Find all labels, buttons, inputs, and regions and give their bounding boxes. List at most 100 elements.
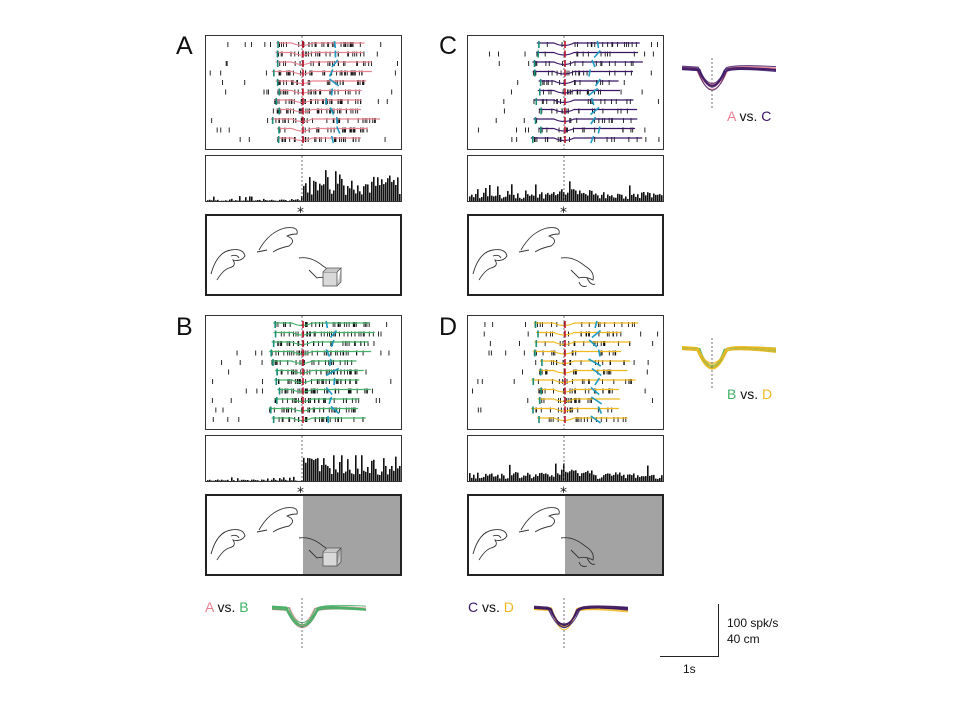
histogram-bar: [639, 198, 641, 201]
histogram-bar: [533, 477, 535, 481]
histogram-bar: [657, 195, 659, 201]
histogram-bar: [373, 460, 375, 481]
histogram-bar: [641, 476, 643, 481]
histogram-bar: [387, 178, 389, 201]
histogram-bar: [567, 473, 569, 481]
histogram-c: [467, 155, 664, 202]
histogram-bar: [481, 478, 483, 481]
trajectory-trace: [269, 352, 371, 355]
histogram-bar: [537, 476, 539, 481]
trajectory-trace: [274, 380, 359, 383]
hand-rest-detail: [231, 535, 239, 538]
histogram-bar: [347, 186, 349, 201]
histogram-bar: [295, 200, 297, 201]
histogram-bar: [399, 194, 401, 201]
histogram-bar: [553, 192, 555, 201]
histogram-bar: [609, 474, 611, 481]
histogram-bar: [535, 184, 537, 201]
histogram-d: [467, 435, 664, 482]
histogram-bar: [225, 480, 227, 481]
hand-grasp-illustration-d: [469, 496, 662, 574]
panel-letter-d: D: [439, 313, 457, 342]
histogram-bar: [473, 475, 475, 481]
histogram-bar: [613, 197, 615, 201]
histogram-bar: [321, 185, 323, 201]
histogram-bar: [303, 186, 305, 201]
histogram-bar: [475, 479, 477, 481]
histogram-bar: [559, 191, 561, 201]
histogram-bar: [387, 474, 389, 481]
waveform-trace: [682, 70, 776, 87]
histogram-bar: [479, 478, 481, 481]
histogram-bar: [331, 194, 333, 201]
histogram-bar: [655, 195, 657, 201]
histogram-bar: [589, 473, 591, 481]
histogram-bar: [643, 192, 645, 201]
histogram-bar: [307, 458, 309, 481]
histogram-bar: [349, 470, 351, 481]
raster-d: [467, 315, 664, 430]
histogram-bar: [353, 190, 355, 201]
histogram-bar: [227, 480, 229, 481]
histogram-bar: [505, 479, 507, 481]
trajectory-trace: [539, 371, 628, 374]
histogram-c-plot: [468, 156, 663, 201]
cube-object-icon: [323, 552, 337, 566]
histogram-bar: [291, 199, 293, 201]
scene-a: [205, 214, 402, 296]
histogram-bar: [355, 193, 357, 201]
histogram-bar: [651, 197, 653, 201]
histogram-bar: [273, 200, 275, 201]
trajectory-overlay-cd: [530, 598, 630, 653]
histogram-bar: [333, 455, 335, 481]
hand-grasp-illustration-c: [469, 216, 662, 294]
histogram-bar: [367, 184, 369, 201]
histogram-bar: [389, 469, 391, 481]
histogram-bar: [569, 471, 571, 481]
histogram-bar: [491, 473, 493, 481]
histogram-bar: [331, 474, 333, 481]
histogram-bar: [529, 475, 531, 481]
histogram-bar: [283, 477, 285, 481]
histogram-bar: [291, 480, 293, 481]
histogram-bar: [365, 472, 367, 481]
legend-ac-right: C: [761, 108, 771, 124]
histogram-bar: [539, 473, 541, 481]
histogram-bar: [507, 478, 509, 481]
histogram-bar: [629, 185, 631, 201]
raster-c-plot: [468, 36, 663, 149]
histogram-bar: [207, 200, 209, 201]
histogram-bar: [573, 471, 575, 481]
histogram-bar: [541, 473, 543, 481]
histogram-bar: [615, 472, 617, 481]
histogram-bar: [473, 197, 475, 201]
histogram-bar: [293, 200, 295, 201]
histogram-bar: [339, 175, 341, 201]
histogram-bar: [239, 196, 241, 201]
histogram-bar: [611, 476, 613, 481]
histogram-bar: [279, 200, 281, 201]
histogram-bar: [531, 195, 533, 201]
histogram-bar: [351, 473, 353, 481]
legend-bd-left: B: [727, 386, 736, 402]
hand-reach-icon: [259, 508, 297, 532]
histogram-bar: [511, 184, 513, 201]
histogram-bar: [375, 186, 377, 201]
histogram-bar: [583, 193, 585, 201]
trajectory-trace: [531, 409, 619, 412]
cube-object-icon: [323, 272, 337, 286]
histogram-bar: [513, 473, 515, 481]
hand-reach-wrist: [519, 250, 529, 252]
histogram-bar: [499, 478, 501, 481]
scene-d: [467, 494, 664, 576]
histogram-bar: [531, 478, 533, 481]
histogram-bar: [233, 480, 235, 481]
histogram-bar: [235, 200, 237, 201]
histogram-bar: [621, 476, 623, 481]
histogram-bar: [581, 473, 583, 481]
histogram-bar: [317, 458, 319, 481]
histogram-bar: [281, 200, 283, 201]
histogram-bar: [593, 195, 595, 201]
panel-letter-a: A: [176, 32, 193, 61]
histogram-bar: [501, 474, 503, 481]
